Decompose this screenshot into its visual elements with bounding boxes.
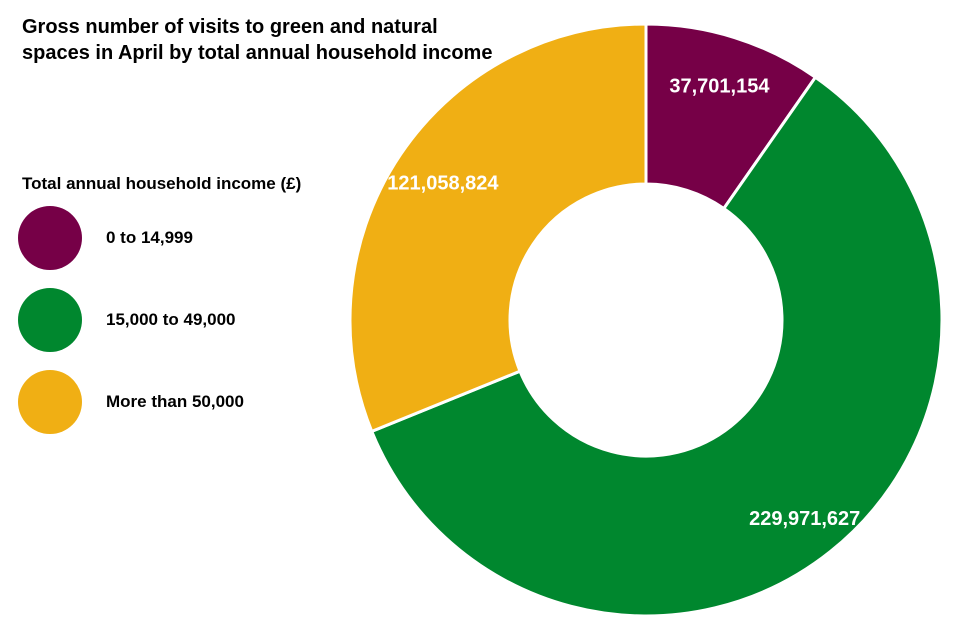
data-label-middle-income: 229,971,627 [749, 508, 860, 530]
chart-title: Gross number of visits to green and natu… [22, 16, 493, 64]
legend-label-middle-income: 15,000 to 49,000 [106, 310, 236, 329]
slice-middle-income [370, 75, 944, 618]
legend-swatch-low-income [18, 206, 82, 270]
legend-swatch-high-income [18, 370, 82, 434]
data-label-high-income: 121,058,824 [387, 172, 499, 194]
legend-item-middle-income: 15,000 to 49,000 [18, 288, 301, 352]
legend-item-high-income: More than 50,000 [18, 370, 301, 434]
legend-label-high-income: More than 50,000 [106, 392, 244, 411]
legend-item-low-income: 0 to 14,999 [18, 206, 301, 270]
legend-swatch-middle-income [18, 288, 82, 352]
legend-label-low-income: 0 to 14,999 [106, 228, 193, 247]
slice-high-income [348, 22, 648, 433]
data-label-low-income: 37,701,154 [669, 75, 770, 97]
legend: Total annual household income (£) 0 to 1… [18, 174, 301, 452]
legend-title: Total annual household income (£) [22, 174, 302, 193]
